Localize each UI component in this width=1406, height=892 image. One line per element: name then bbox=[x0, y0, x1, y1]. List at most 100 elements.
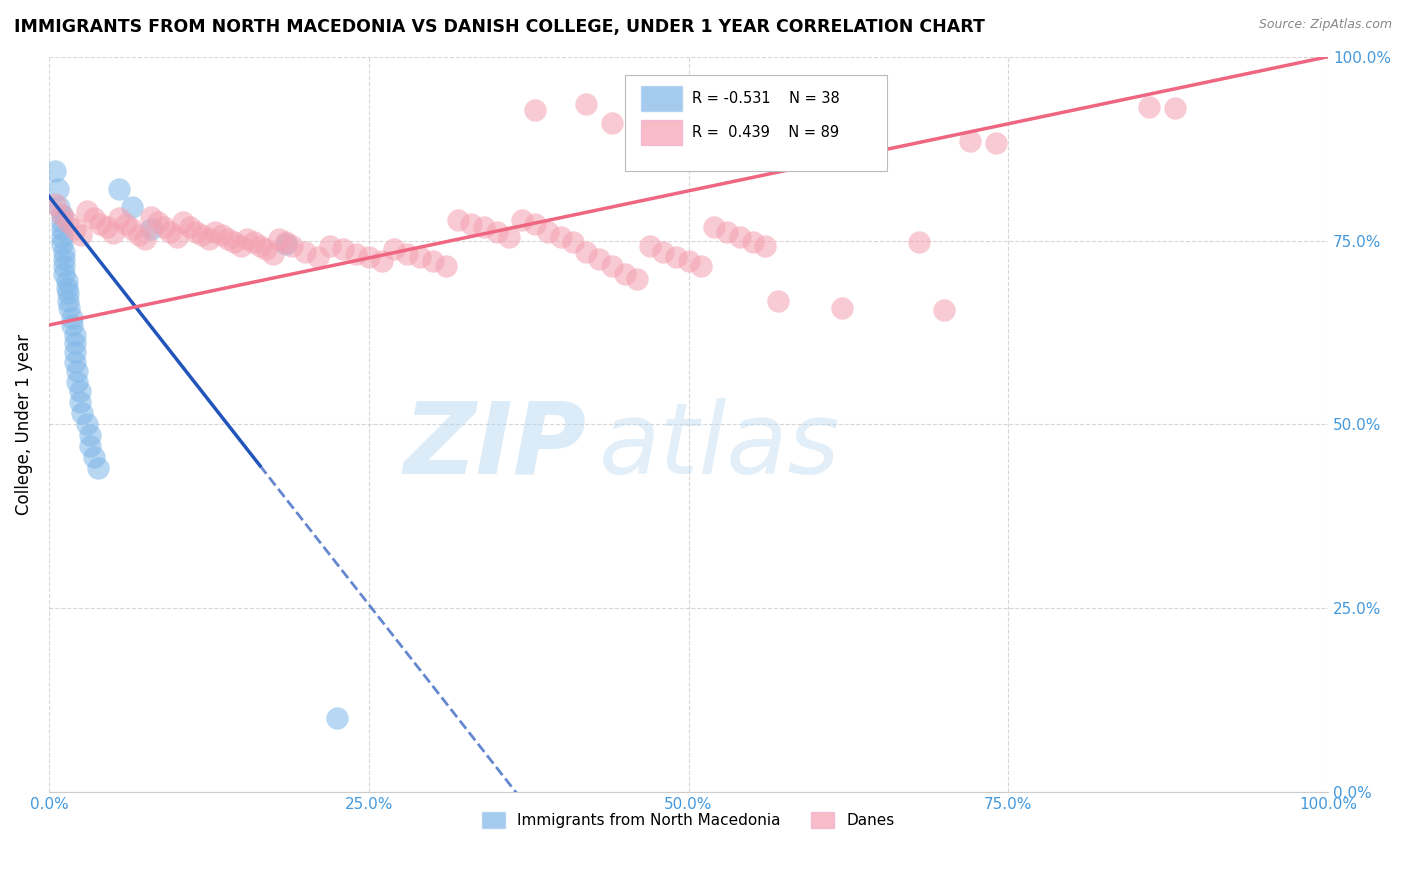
Point bbox=[63, 327, 86, 342]
Point bbox=[51, 215, 73, 229]
Point bbox=[831, 301, 853, 315]
Point bbox=[76, 417, 98, 432]
Point bbox=[86, 461, 108, 475]
Point bbox=[716, 225, 738, 239]
Point bbox=[575, 97, 598, 112]
Point bbox=[460, 217, 482, 231]
Point bbox=[274, 235, 297, 249]
Point bbox=[524, 103, 547, 117]
Point bbox=[53, 252, 76, 266]
Point bbox=[274, 237, 297, 252]
Point bbox=[56, 293, 79, 308]
Point bbox=[728, 229, 751, 244]
Point bbox=[382, 243, 405, 257]
Point bbox=[934, 303, 956, 318]
Point bbox=[422, 254, 444, 268]
Point bbox=[524, 217, 547, 231]
FancyBboxPatch shape bbox=[641, 120, 682, 145]
Point bbox=[626, 271, 648, 285]
Text: Source: ZipAtlas.com: Source: ZipAtlas.com bbox=[1258, 18, 1392, 31]
Point bbox=[678, 254, 700, 268]
Point bbox=[907, 235, 929, 249]
Point bbox=[63, 222, 86, 236]
Point bbox=[198, 232, 221, 246]
Point bbox=[498, 229, 520, 244]
Point bbox=[63, 336, 86, 351]
Point bbox=[63, 345, 86, 359]
Point bbox=[159, 225, 181, 239]
Point bbox=[51, 237, 73, 252]
Text: R =  0.439    N = 89: R = 0.439 N = 89 bbox=[692, 125, 839, 140]
Point bbox=[690, 259, 713, 273]
Point bbox=[166, 229, 188, 244]
Point bbox=[70, 227, 93, 242]
Point bbox=[600, 116, 623, 130]
Text: atlas: atlas bbox=[599, 398, 841, 495]
Point bbox=[114, 217, 136, 231]
Point bbox=[332, 243, 354, 257]
Point bbox=[51, 222, 73, 236]
Point bbox=[856, 110, 879, 124]
Point bbox=[58, 301, 80, 315]
Point bbox=[53, 259, 76, 273]
FancyBboxPatch shape bbox=[641, 87, 682, 112]
Point bbox=[141, 222, 163, 236]
Legend: Immigrants from North Macedonia, Danes: Immigrants from North Macedonia, Danes bbox=[475, 805, 903, 836]
Point bbox=[254, 243, 277, 257]
Point bbox=[172, 215, 194, 229]
Point bbox=[204, 225, 226, 239]
Point bbox=[447, 213, 470, 227]
Point bbox=[242, 235, 264, 249]
Point bbox=[44, 163, 66, 178]
Point bbox=[262, 246, 284, 260]
Point bbox=[121, 201, 143, 215]
Point bbox=[281, 239, 304, 253]
Point bbox=[249, 239, 271, 253]
Point bbox=[754, 239, 776, 253]
Point bbox=[229, 239, 252, 253]
Point bbox=[53, 244, 76, 259]
Point bbox=[66, 375, 89, 389]
Point bbox=[69, 384, 91, 399]
Point bbox=[319, 239, 342, 253]
Point bbox=[60, 310, 83, 325]
Point bbox=[741, 235, 763, 249]
Point bbox=[638, 239, 661, 253]
Point bbox=[56, 274, 79, 288]
Point bbox=[294, 244, 316, 259]
Point bbox=[56, 215, 79, 229]
Point bbox=[409, 250, 432, 264]
Point bbox=[46, 182, 69, 196]
Point bbox=[703, 220, 725, 235]
Point bbox=[959, 134, 981, 148]
Point bbox=[537, 225, 560, 239]
Point bbox=[1137, 100, 1160, 114]
Point bbox=[44, 196, 66, 211]
Point bbox=[434, 259, 457, 273]
Point bbox=[562, 235, 585, 249]
FancyBboxPatch shape bbox=[624, 75, 887, 170]
Point bbox=[56, 286, 79, 301]
Point bbox=[108, 182, 131, 196]
Text: IMMIGRANTS FROM NORTH MACEDONIA VS DANISH COLLEGE, UNDER 1 YEAR CORRELATION CHAR: IMMIGRANTS FROM NORTH MACEDONIA VS DANIS… bbox=[14, 18, 986, 36]
Point bbox=[236, 232, 259, 246]
Point bbox=[83, 450, 105, 465]
Point bbox=[79, 428, 101, 442]
Point bbox=[326, 711, 349, 725]
Point bbox=[344, 246, 367, 260]
Point bbox=[665, 250, 688, 264]
Point bbox=[63, 355, 86, 369]
Point bbox=[224, 235, 246, 249]
Point bbox=[307, 250, 329, 264]
Point bbox=[56, 281, 79, 295]
Point bbox=[51, 208, 73, 222]
Point bbox=[179, 220, 201, 235]
Point bbox=[766, 103, 789, 117]
Point bbox=[108, 211, 131, 226]
Point bbox=[79, 439, 101, 453]
Point bbox=[600, 259, 623, 273]
Point bbox=[550, 229, 572, 244]
Point bbox=[510, 213, 533, 227]
Point bbox=[269, 232, 291, 246]
Point bbox=[69, 395, 91, 409]
